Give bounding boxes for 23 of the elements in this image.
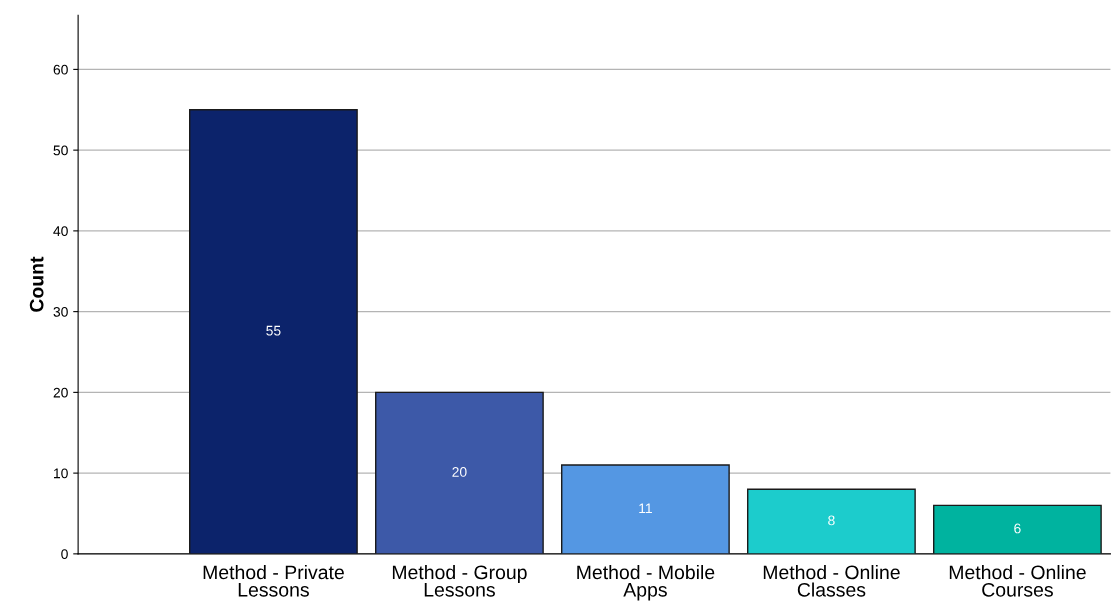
- data-label: 11: [639, 503, 652, 514]
- y-tick-label: 20: [53, 387, 68, 398]
- bar: [933, 504, 1102, 554]
- x-tick-label: Method - Group Lessons: [392, 564, 527, 597]
- data-label: 20: [452, 467, 467, 477]
- bar: [375, 391, 544, 554]
- y-tick-label: 30: [53, 306, 68, 317]
- y-tick-label: 50: [53, 145, 68, 156]
- x-tick-label: Method - Mobile Apps: [577, 564, 715, 601]
- y-tick-label: 0: [61, 549, 68, 560]
- data-label: 55: [266, 325, 281, 336]
- bar: [747, 488, 916, 554]
- y-tick-label: 40: [53, 226, 68, 237]
- x-tick-label: Method - Online Courses: [949, 564, 1086, 597]
- x-tick-label: Method - Private Lessons: [203, 564, 344, 597]
- bar: [561, 464, 730, 554]
- bar: [189, 109, 358, 554]
- data-label: 6: [1014, 523, 1021, 534]
- y-tick-label: 60: [53, 64, 68, 75]
- x-tick-label: Method - Online Classes: [763, 564, 900, 597]
- y-tick-label: 10: [54, 468, 68, 479]
- y-axis-title: Count: [29, 256, 44, 312]
- data-label: 8: [828, 515, 835, 526]
